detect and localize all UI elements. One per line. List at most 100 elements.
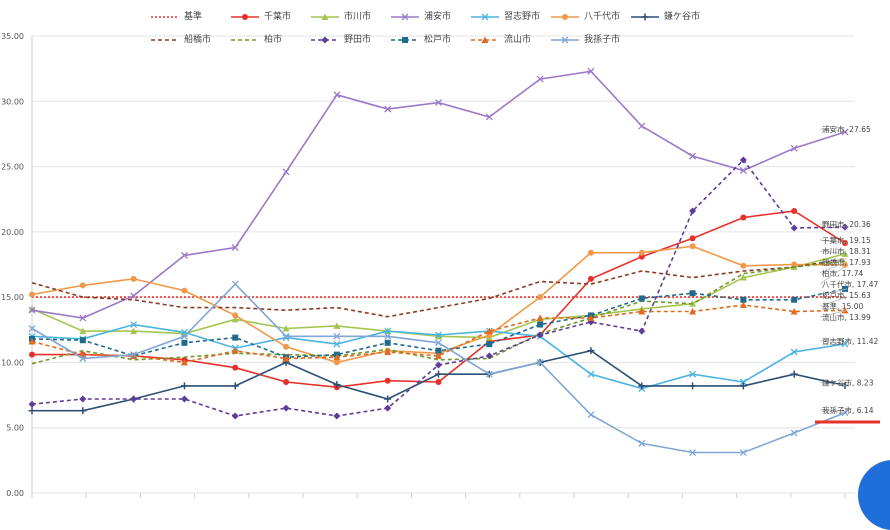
data-point [333,322,341,329]
series-2: 市川市, 18.31 [28,246,871,341]
label-leader [819,250,848,255]
y-tick-label: 10.00 [1,358,24,367]
data-point [333,412,341,420]
data-label: 流山市, 13.99 [822,312,871,322]
label-leader [819,128,848,133]
data-point [537,294,544,301]
data-label: 浦安市, 27.65 [822,124,871,134]
data-label: 野田市, 20.36 [822,219,871,229]
series-11: 流山市, 13.99 [28,301,871,366]
legend-item: 流山市 [470,33,531,47]
data-point [321,36,329,43]
legend-item: 習志野市 [470,10,540,24]
data-point [435,99,442,107]
chart-plot-area: 0.00 5.00 10.00 15.00 20.00 25.00 30.00 35.00 基準… [1,32,880,498]
data-point [435,352,442,359]
data-point [536,75,544,83]
data-point [231,412,239,420]
legend-label: 我孫子市 [584,35,621,45]
data-point [242,13,248,20]
legend-item: 鎌ケ谷市 [630,10,700,24]
label-leader [819,239,848,244]
data-point [739,167,747,174]
data-point [740,214,747,221]
data-point [739,274,747,281]
data-point [283,343,290,350]
legend-swatch [151,15,179,18]
data-point [561,36,569,43]
legend-item: 基準 [150,10,202,24]
series-line [31,245,846,364]
data-point [536,358,544,366]
data-point [790,224,798,232]
data-point [790,370,798,378]
y-tick-label: 35.00 [1,32,24,41]
series-9: 野田市, 20.36 [28,156,871,420]
data-point [739,378,747,386]
data-point [689,207,697,215]
data-point [842,285,848,292]
series-line [31,70,846,319]
data-point [740,296,747,303]
y-tick-label: 15.00 [1,293,24,302]
data-point [689,382,697,390]
data-point [435,361,442,369]
data-point [481,36,489,43]
legend-swatch [231,13,259,20]
data-point [384,395,392,403]
data-point [435,339,442,347]
data-point [689,370,697,378]
data-point [739,449,747,456]
data-point [28,400,36,408]
label-leader [819,260,848,274]
data-point [537,321,544,328]
legend-item: 柏市 [230,33,282,47]
data-point [587,347,595,355]
series-line [31,258,846,318]
label-leader [819,409,848,414]
y-tick-label: 0.00 [6,489,24,498]
data-point [638,308,646,315]
data-point [79,314,87,322]
data-point [231,382,239,390]
line-chart: 0.00 5.00 10.00 15.00 20.00 25.00 30.00 35.00 基準… [1,10,890,530]
legend-label: 習志野市 [504,12,541,22]
data-point [638,295,645,302]
legend-label: 柏市 [264,35,283,45]
legend-swatch [631,13,659,20]
data-point [689,152,697,160]
data-point [638,249,645,256]
legend-swatch [551,13,579,20]
series-12: 我孫子市, 6.14 [28,280,874,456]
data-point [485,352,493,360]
data-point [587,67,595,75]
data-point [790,429,798,437]
legend-item: 野田市 [310,33,371,47]
data-point [740,262,747,269]
data-point [79,337,86,344]
series-0: 基準, 15.00 [32,296,863,311]
data-point [180,395,188,403]
data-point [689,308,697,315]
data-point [435,347,442,354]
data-point [231,347,239,354]
data-point [485,370,493,378]
legend-label: 鎌ケ谷市 [664,12,701,22]
data-label: 千葉市, 19.15 [822,235,871,245]
data-point [638,382,646,390]
legend-swatch [151,38,179,41]
data-point [130,321,138,329]
series-3: 浦安市, 27.65 [28,67,871,322]
legend-item: 船橋市 [150,33,211,47]
data-label: 柏市, 17.74 [822,268,863,278]
data-point [587,314,595,322]
data-point [485,113,493,121]
data-label: 松戸市, 15.63 [822,290,871,300]
data-point [638,439,646,447]
data-label: 鎌ケ谷市, 8.23 [822,378,874,388]
label-leader [819,296,848,307]
label-leader [819,340,848,345]
data-point [333,359,340,366]
legend-swatch [311,13,339,20]
data-point [481,13,489,20]
